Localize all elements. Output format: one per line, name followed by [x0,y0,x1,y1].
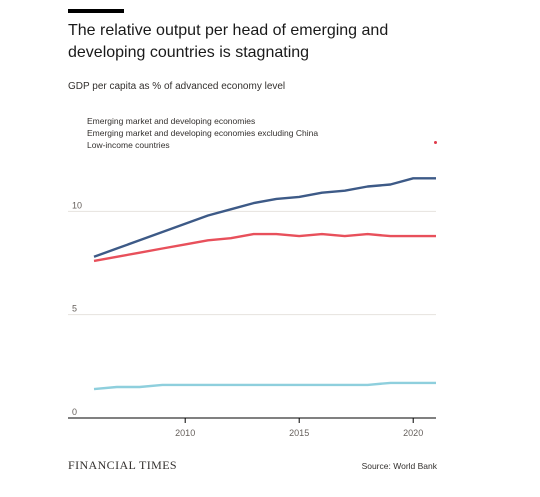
legend-item-emde-ex-china: Emerging market and developing economies… [87,128,319,138]
chart-title: The relative output per head of emerging… [68,22,389,61]
chart-subtitle: GDP per capita as % of advanced economy … [68,81,286,92]
legend-item-low-income: Low-income countries [87,140,170,150]
series-layer [93,177,436,391]
y-tick-label: 0 [72,407,77,417]
legend: Emerging market and developing economies… [87,115,318,151]
ft-logo: FINANCIAL TIMES [68,458,178,472]
series-line-emde-ex-china [93,232,436,263]
series-line-emde [93,177,436,258]
title-rule [68,9,124,13]
series-line-low-income [93,381,436,391]
x-tick-label: 2015 [289,428,309,438]
x-tick-label: 2020 [403,428,423,438]
y-tick-label: 5 [72,304,77,314]
y-tick-label: 10 [72,200,82,210]
tick-layer: 0 5 10 2010 2015 2020 [72,200,423,438]
legend-item-emde: Emerging market and developing economies [87,116,256,126]
x-tick-label: 2010 [175,428,195,438]
legend-marker-dot [434,141,437,144]
grid-layer [68,210,436,419]
source-note: Source: World Bank [361,461,437,471]
